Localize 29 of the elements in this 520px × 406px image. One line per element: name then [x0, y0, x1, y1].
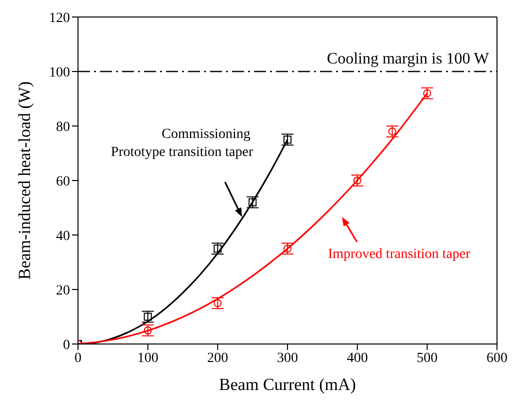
point — [353, 176, 362, 184]
x-tick-label: 500 — [416, 350, 438, 366]
ref-line-label: Cooling margin is 100 W — [326, 50, 490, 68]
y-tick-label: 40 — [56, 228, 70, 244]
point — [388, 127, 396, 136]
x-tick-label: 200 — [207, 350, 228, 366]
y-tick-label: 120 — [49, 10, 70, 26]
y-tick-label: 0 — [63, 338, 70, 353]
point — [423, 89, 432, 98]
x-tick-label: 600 — [486, 350, 508, 366]
annotation: Commissioning Prototype transition taper — [110, 127, 254, 160]
point — [214, 299, 222, 308]
y-tick-label: 80 — [56, 120, 70, 135]
y-axis-title: Beam-induced heat-load (W) — [15, 81, 34, 280]
point — [248, 198, 257, 206]
y-tick-label: 20 — [56, 283, 70, 298]
point — [284, 136, 292, 144]
x-tick-label: 400 — [346, 350, 368, 366]
point — [214, 244, 222, 253]
x-tick-label: 100 — [137, 350, 158, 366]
y-tick-label: 100 — [49, 65, 70, 80]
annotation: Improved transition taper — [328, 247, 471, 262]
x-tick-label: 300 — [277, 350, 298, 366]
point — [144, 326, 152, 334]
point — [144, 312, 152, 321]
point — [284, 244, 292, 253]
x-axis-title: Beam Current (mA) — [219, 375, 356, 394]
y-tick-label: 60 — [56, 174, 70, 190]
x-tick-label: 0 — [74, 350, 82, 366]
